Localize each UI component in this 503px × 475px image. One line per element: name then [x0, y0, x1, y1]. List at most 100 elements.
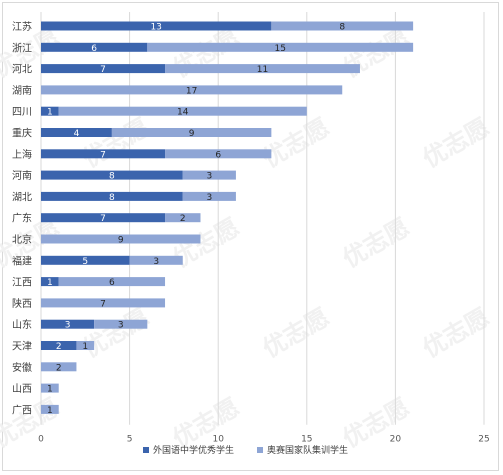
bar-segment — [147, 42, 414, 52]
x-tick-label: 10 — [212, 435, 224, 445]
bar-segment — [41, 85, 343, 95]
bar-segment — [94, 319, 148, 329]
bar-segment — [41, 149, 166, 159]
watermark-text: 优志愿 — [258, 303, 334, 363]
data-label: 1 — [47, 278, 53, 288]
bar-segment — [41, 170, 183, 180]
bar-segment — [182, 191, 236, 201]
data-label: 9 — [189, 129, 195, 139]
data-label: 17 — [186, 86, 197, 96]
watermark-text: 优志愿 — [418, 113, 494, 173]
bar-segment — [41, 191, 183, 201]
bar-segment — [41, 106, 59, 116]
category-label: 福建 — [12, 254, 32, 267]
category-label: 四川 — [12, 107, 32, 118]
data-label: 1 — [47, 406, 53, 416]
data-label: 13 — [150, 23, 161, 33]
data-label: 3 — [206, 172, 212, 182]
bar-segment — [41, 213, 166, 223]
category-label: 湖南 — [12, 84, 32, 97]
watermark-text: 优志愿 — [0, 23, 64, 83]
data-label: 2 — [56, 363, 62, 373]
category-label: 重庆 — [12, 127, 32, 140]
data-label: 6 — [109, 278, 115, 288]
value-axis: 0 5 10 15 20 25 — [38, 435, 490, 445]
data-label: 3 — [153, 257, 159, 267]
bar-segment — [129, 255, 183, 265]
bar-segment — [41, 42, 148, 52]
category-label: 天津 — [12, 341, 32, 353]
category-label: 陕西 — [12, 297, 32, 310]
bar-segment — [271, 21, 414, 31]
watermark-text: 优志愿 — [338, 393, 414, 453]
category-label: 江西 — [12, 277, 32, 289]
data-label: 7 — [100, 214, 106, 224]
bar-segment — [165, 213, 201, 223]
bar-segment — [41, 298, 166, 308]
bar-segment — [165, 64, 360, 74]
data-label: 3 — [118, 321, 124, 331]
category-label: 山东 — [12, 318, 32, 331]
data-label: 4 — [74, 129, 80, 139]
data-label: 7 — [100, 299, 106, 309]
bar-segment — [182, 170, 236, 180]
watermark-layer: 优志愿 优志愿 优志愿优志愿 优志愿 优志愿优志愿 优志愿 优志愿优志愿 优志愿 优志愿优志愿优… — [0, 23, 494, 453]
watermark-text: 优志愿 — [258, 113, 334, 173]
data-label: 6 — [215, 150, 221, 160]
data-label: 8 — [339, 23, 345, 33]
category-label: 北京 — [12, 233, 32, 246]
data-label: 11 — [257, 65, 268, 75]
data-label: 5 — [82, 257, 88, 267]
data-label: 8 — [109, 193, 115, 203]
x-tick-label: 20 — [390, 435, 402, 445]
bar-segment — [41, 383, 59, 393]
data-label: 15 — [274, 44, 285, 54]
bar-segment — [41, 128, 112, 137]
x-tick-label: 5 — [127, 435, 133, 445]
data-label: 7 — [100, 150, 106, 160]
data-label: 1 — [82, 342, 88, 352]
category-label: 广东 — [12, 212, 32, 225]
watermark-text: 优志愿 — [168, 23, 244, 83]
category-label: 上海 — [12, 148, 32, 161]
data-label: 1 — [47, 108, 53, 118]
data-label: 3 — [65, 321, 71, 331]
bar-segment — [41, 64, 166, 74]
x-tick-label: 0 — [38, 435, 44, 445]
data-label: 6 — [91, 44, 97, 54]
bar-segment — [165, 149, 272, 159]
data-label: 9 — [118, 236, 124, 246]
data-label: 14 — [177, 108, 189, 118]
data-label: 8 — [109, 172, 115, 182]
grid-lines — [40, 12, 485, 425]
legend-swatch — [143, 447, 149, 453]
data-label: 2 — [180, 214, 186, 224]
bar-segment — [111, 128, 272, 137]
legend-label: 外国语中学优秀学生 — [153, 444, 234, 456]
data-label: 2 — [56, 342, 62, 352]
watermark-text: 优志愿 — [338, 213, 414, 273]
x-tick-label: 15 — [301, 435, 312, 445]
legend-swatch — [257, 447, 263, 453]
category-label: 河北 — [12, 64, 32, 76]
bar-segment — [41, 255, 130, 265]
data-label: 3 — [206, 193, 212, 203]
legend-label: 奥赛国家队集训学生 — [267, 444, 348, 456]
watermark-text: 优志愿 — [0, 393, 64, 453]
category-label: 河南 — [12, 169, 32, 182]
bar-segment — [58, 277, 166, 287]
watermark-text: 优志愿 — [338, 23, 414, 83]
category-label: 湖北 — [12, 191, 32, 203]
bar-segment — [41, 341, 77, 350]
category-label: 山西 — [12, 383, 32, 395]
bar-segment — [41, 362, 77, 372]
watermark-text: 优志愿 — [78, 113, 154, 173]
legend: 外国语中学优秀学生 奥赛国家队集训学生 — [143, 444, 348, 456]
bar-segment — [76, 341, 95, 350]
bar-segment — [41, 21, 272, 31]
bar-segment — [58, 106, 307, 116]
category-label: 浙江 — [12, 42, 32, 54]
